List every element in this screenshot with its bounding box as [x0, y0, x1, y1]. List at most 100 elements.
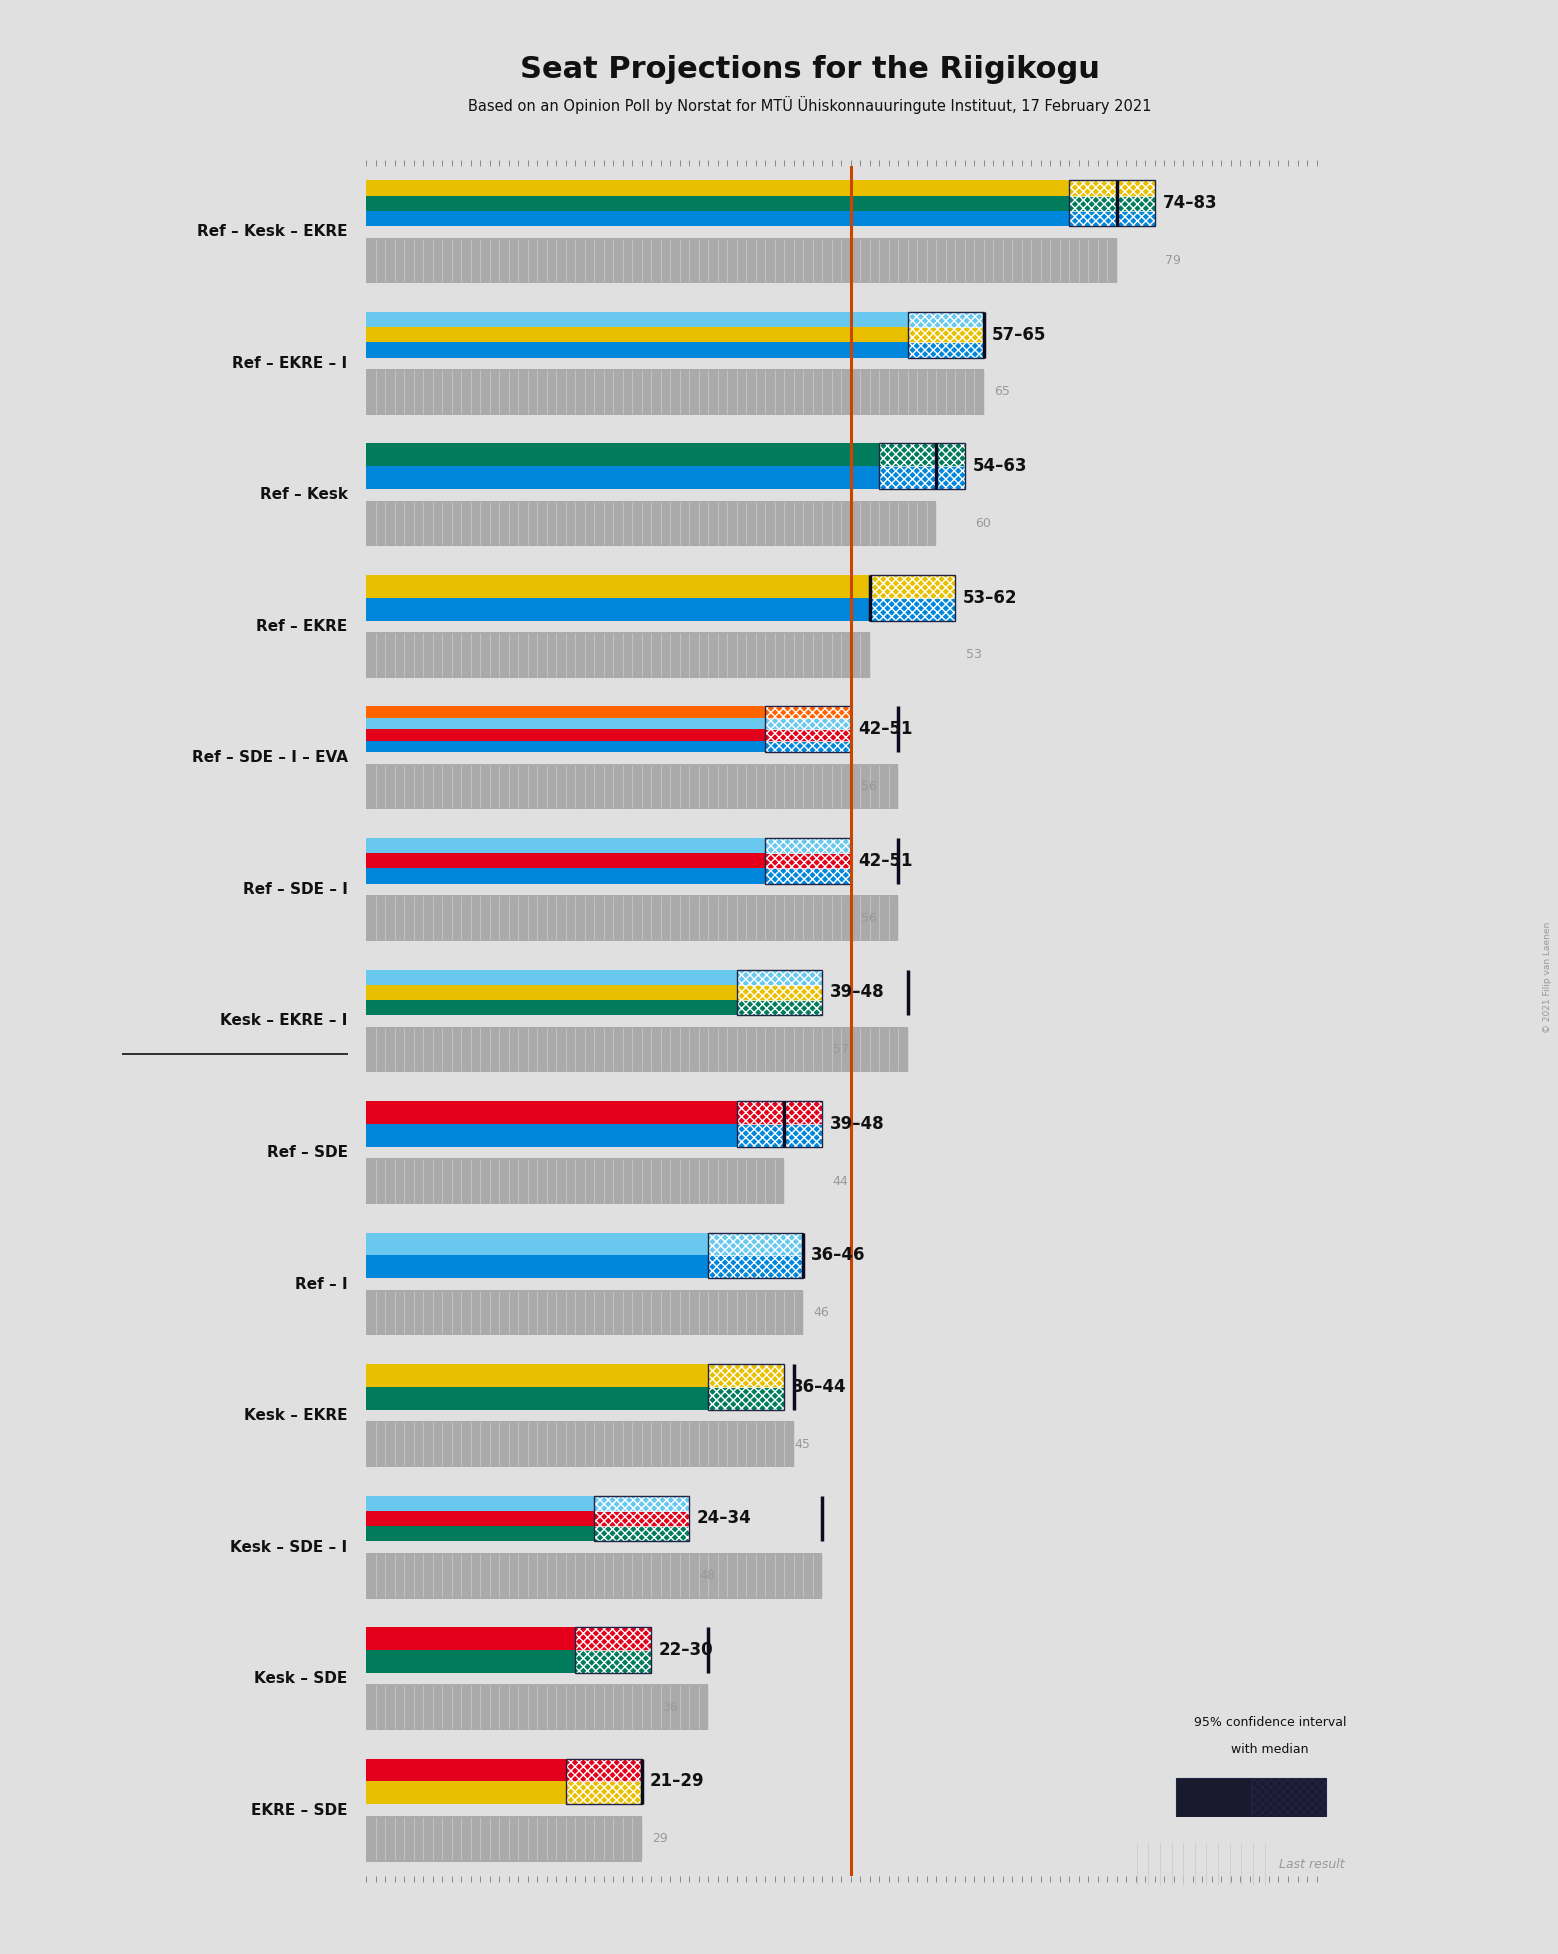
Bar	[366, 985, 737, 1000]
Bar	[366, 1387, 709, 1409]
Bar	[908, 313, 985, 326]
Bar	[366, 1815, 642, 1862]
Bar	[709, 1233, 804, 1278]
Bar	[594, 1510, 689, 1526]
Bar	[366, 1421, 793, 1467]
Bar	[765, 741, 851, 752]
Bar	[765, 838, 851, 883]
Bar	[366, 1526, 594, 1542]
Bar	[366, 1100, 737, 1124]
Text: Ref – SDE – I – EVA: Ref – SDE – I – EVA	[192, 750, 347, 766]
Bar	[366, 211, 1069, 227]
Text: 29: 29	[653, 1833, 668, 1845]
Text: Ref – I: Ref – I	[294, 1276, 347, 1292]
Text: 95% confidence interval: 95% confidence interval	[1193, 1716, 1346, 1729]
Bar	[366, 1759, 566, 1782]
Bar	[366, 1124, 737, 1147]
Bar	[908, 313, 985, 358]
Bar	[575, 1628, 651, 1649]
Bar	[366, 195, 1069, 211]
Bar	[366, 707, 765, 717]
Text: Seat Projections for the Riigikogu: Seat Projections for the Riigikogu	[520, 55, 1100, 84]
Text: Kesk – SDE – I: Kesk – SDE – I	[231, 1540, 347, 1555]
Bar	[366, 854, 765, 868]
Bar	[366, 1159, 784, 1204]
Bar	[366, 467, 879, 488]
Bar	[1069, 211, 1154, 227]
Bar	[765, 707, 851, 717]
Bar	[594, 1526, 689, 1542]
Bar	[709, 1364, 784, 1409]
Text: 36: 36	[662, 1700, 678, 1714]
Text: with median: with median	[1231, 1743, 1309, 1757]
Bar	[765, 838, 851, 854]
Bar	[709, 1387, 784, 1409]
Bar	[908, 342, 985, 358]
Text: 56: 56	[862, 911, 877, 924]
Bar	[366, 1026, 908, 1073]
Text: 44: 44	[834, 1174, 849, 1188]
Bar	[366, 1254, 709, 1278]
Bar	[566, 1759, 642, 1804]
Bar	[366, 717, 765, 729]
Text: 65: 65	[994, 385, 1010, 399]
Text: 36–44: 36–44	[791, 1378, 846, 1395]
Bar	[1251, 1778, 1326, 1817]
Bar	[366, 369, 985, 414]
Text: EKRE – SDE: EKRE – SDE	[251, 1804, 347, 1817]
Bar	[366, 1233, 709, 1254]
Bar	[366, 500, 936, 547]
Text: Kesk – EKRE: Kesk – EKRE	[245, 1409, 347, 1423]
Bar	[737, 1100, 823, 1147]
Text: 53: 53	[966, 649, 982, 662]
Bar	[1069, 180, 1154, 195]
Bar	[869, 574, 955, 621]
Bar	[1069, 195, 1154, 211]
Bar	[366, 444, 879, 467]
Bar	[737, 1100, 823, 1124]
Bar	[366, 633, 869, 678]
Bar	[366, 895, 899, 942]
Text: 53–62: 53–62	[963, 588, 1017, 608]
Bar	[366, 1000, 737, 1016]
Bar	[709, 1233, 804, 1254]
Bar	[709, 1254, 804, 1278]
Bar	[594, 1495, 689, 1510]
Bar	[594, 1495, 689, 1542]
Bar	[366, 969, 737, 985]
Bar	[366, 729, 765, 741]
Bar	[765, 868, 851, 883]
Text: Kesk – SDE: Kesk – SDE	[254, 1671, 347, 1686]
Bar	[879, 444, 964, 488]
Text: 56: 56	[862, 780, 877, 793]
Text: © 2021 Filip van Laenen: © 2021 Filip van Laenen	[1542, 922, 1552, 1032]
Text: 79: 79	[1165, 254, 1181, 268]
Bar	[765, 854, 851, 868]
Text: Ref – Kesk – EKRE: Ref – Kesk – EKRE	[198, 225, 347, 238]
Text: 36–46: 36–46	[810, 1247, 865, 1264]
Bar	[566, 1759, 642, 1782]
Bar	[366, 574, 869, 598]
Bar	[908, 326, 985, 342]
Bar	[366, 1290, 804, 1335]
Text: 45: 45	[795, 1438, 810, 1450]
Text: 57–65: 57–65	[991, 326, 1045, 344]
Bar	[366, 326, 908, 342]
Text: 39–48: 39–48	[830, 983, 885, 1000]
Text: 22–30: 22–30	[659, 1641, 714, 1659]
Bar	[575, 1628, 651, 1673]
Bar	[737, 985, 823, 1000]
Bar	[366, 180, 1069, 195]
Bar	[366, 238, 1117, 283]
Text: 24–34: 24–34	[696, 1508, 751, 1528]
Bar	[737, 969, 823, 1016]
Text: 48: 48	[700, 1569, 715, 1583]
Text: Ref – SDE – I: Ref – SDE – I	[243, 881, 347, 897]
Bar	[879, 467, 964, 488]
Bar	[366, 598, 869, 621]
Bar	[366, 1649, 575, 1673]
Text: 60: 60	[975, 518, 991, 530]
Bar	[366, 1364, 709, 1387]
Bar	[366, 1684, 709, 1729]
Bar	[366, 764, 899, 809]
